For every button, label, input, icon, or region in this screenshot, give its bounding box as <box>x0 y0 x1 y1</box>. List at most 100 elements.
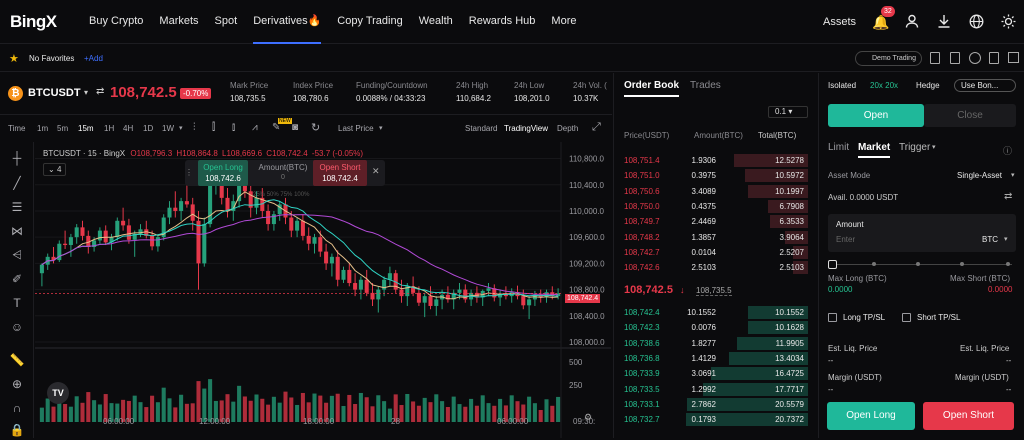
trendline-icon[interactable]: ╱ <box>13 176 21 190</box>
header-total[interactable]: Total(BTC) <box>758 131 797 140</box>
bid-row[interactable]: 108,732.7 0.1793 20.7372 <box>614 412 814 427</box>
amount-input[interactable]: Enter <box>836 235 856 244</box>
settings-icon[interactable] <box>969 52 981 64</box>
short-tpsl-label[interactable]: Short TP/SL <box>917 313 961 322</box>
tf-15m[interactable]: 15m <box>78 124 94 133</box>
bingx-logo[interactable]: BingX <box>10 12 57 31</box>
tf-5m[interactable]: 5m <box>57 124 69 133</box>
bid-row[interactable]: 108,738.6 1.8277 11.9905 <box>614 336 814 351</box>
bid-row[interactable]: 108,742.3 0.0076 10.1628 <box>614 320 814 335</box>
zoom-in-icon[interactable]: ⊕ <box>11 377 23 391</box>
margin-mode-select[interactable]: Isolated <box>828 81 857 90</box>
chevron-down-icon[interactable]: ▾ <box>379 125 383 132</box>
use-bonus-button[interactable]: Use Bon... <box>954 79 1016 92</box>
nav-markets[interactable]: Markets <box>159 15 199 27</box>
slider-handle[interactable] <box>828 260 837 269</box>
price-chart[interactable]: 110,800.0 110,400.0 110,000.0 109,600.0 109,… <box>35 142 611 438</box>
bid-row[interactable]: 108,733.5 1.2992 17.7717 <box>614 382 814 397</box>
chevron-down-icon[interactable]: ▾ <box>84 88 89 97</box>
ask-row[interactable]: 108,751.4 1.9306 12.5278 <box>614 153 814 168</box>
bid-row[interactable]: 108,733.1 2.7862 20.5579 <box>614 397 814 412</box>
calculator-icon[interactable] <box>950 52 960 64</box>
globe-icon[interactable] <box>968 14 984 30</box>
transfer-icon[interactable]: ⇄ <box>1004 191 1013 202</box>
tab-trades[interactable]: Trades <box>690 80 721 91</box>
ask-row[interactable]: 108,749.7 2.4469 6.3533 <box>614 214 814 229</box>
refresh-icon[interactable]: ↻ <box>311 122 321 134</box>
add-favorite-link[interactable]: +Add <box>84 54 103 63</box>
amount-slider[interactable] <box>828 260 1016 270</box>
magnet-icon[interactable]: ∩ <box>12 401 22 415</box>
view-tradingview[interactable]: TradingView <box>504 124 549 133</box>
ask-row[interactable]: 108,742.7 0.0104 2.5207 <box>614 245 814 260</box>
compare-icon[interactable]: ⩘ <box>252 122 258 133</box>
view-depth[interactable]: Depth <box>557 124 579 133</box>
leverage-select[interactable]: 20x 20x <box>870 81 899 90</box>
bid-row[interactable]: 108,736.8 1.4129 13.4034 <box>614 351 814 366</box>
order-type-market[interactable]: Market <box>858 142 891 158</box>
stat-funding[interactable]: Funding/Countdown 0.0088% / 04:33:23 <box>356 81 428 103</box>
horizontal-lines-icon[interactable]: ☰ <box>11 200 23 214</box>
text-icon[interactable]: T <box>13 296 21 310</box>
nav-rewards-hub[interactable]: Rewards Hub <box>468 15 536 27</box>
tf-4h[interactable]: 4H <box>123 124 134 133</box>
indicators-toggle[interactable]: ⌄ 4 <box>43 163 67 176</box>
orders-icon[interactable] <box>930 52 940 64</box>
star-icon[interactable]: ★ <box>9 53 19 65</box>
ask-row[interactable]: 108,751.0 0.3975 10.5972 <box>614 168 814 183</box>
chevron-down-icon[interactable]: ▾ <box>179 125 183 132</box>
bid-row[interactable]: 108,733.9 3.0691 16.4725 <box>614 366 814 381</box>
position-mode-select[interactable]: Hedge <box>916 81 940 90</box>
ask-row[interactable]: 108,742.6 2.5103 2.5103 <box>614 260 814 275</box>
ask-row[interactable]: 108,748.2 1.3857 3.9064 <box>614 230 814 245</box>
download-icon[interactable] <box>936 14 952 30</box>
switch-icon[interactable]: ⇄ <box>96 86 105 97</box>
bid-row[interactable]: 108,742.4 10.1552 10.1552 <box>614 305 814 320</box>
amount-percent-presets[interactable]: 25% 50% 75% 100% <box>253 192 310 198</box>
candlestick-chart-svg[interactable]: 110,800.0 110,400.0 110,000.0 109,600.0 109,… <box>35 142 611 438</box>
draw-icon[interactable]: ✎ <box>272 122 281 133</box>
nav-derivatives[interactable]: Derivatives🔥 <box>253 0 322 44</box>
nav-copy-trading[interactable]: Copy Trading <box>337 15 403 27</box>
tf-1d[interactable]: 1D <box>143 124 154 133</box>
tf-1m[interactable]: 1m <box>37 124 49 133</box>
chevron-down-icon[interactable]: ▾ <box>1011 172 1015 179</box>
theme-sun-icon[interactable] <box>1000 14 1016 30</box>
layout-icon[interactable] <box>1008 52 1019 63</box>
open-short-button[interactable]: Open Short <box>923 402 1014 430</box>
ask-row[interactable]: 108,750.6 3.4089 10.1997 <box>614 184 814 199</box>
order-type-limit[interactable]: Limit <box>828 142 850 153</box>
symbol-selector[interactable]: BTCUSDT <box>28 87 81 99</box>
candle-type-icon[interactable]: ⫿ <box>212 122 216 133</box>
open-long-button[interactable]: Open Long <box>827 402 915 430</box>
ask-row[interactable]: 108,750.0 0.4375 6.7908 <box>614 199 814 214</box>
emoji-icon[interactable]: ☺ <box>10 320 24 334</box>
fullscreen-icon[interactable]: ⤢ <box>592 121 601 133</box>
brush-icon[interactable]: ✐ <box>11 272 23 286</box>
amount-input-box[interactable]: Amount Enter BTC ▾ <box>828 214 1016 252</box>
quick-amount-field[interactable]: Amount(BTC) 0 <box>258 163 308 181</box>
long-tpsl-checkbox[interactable] <box>828 313 837 322</box>
asset-mode-select[interactable]: Single-Asset <box>957 171 1002 180</box>
user-icon[interactable] <box>904 14 920 30</box>
candle-style-icon[interactable]: ⫾ <box>232 122 236 133</box>
bell-icon[interactable]: 🔔 32 <box>872 6 895 30</box>
chart-settings-icon[interactable]: ⚙ <box>584 412 593 422</box>
nav-buy-crypto[interactable]: Buy Crypto <box>89 15 144 27</box>
tradingview-logo[interactable]: TV <box>47 382 69 404</box>
crosshair-icon[interactable]: ┼ <box>12 151 22 165</box>
drag-handle-icon[interactable]: ⋮ <box>185 168 193 177</box>
fibonacci-icon[interactable]: ⩤ <box>12 248 22 262</box>
assets-link[interactable]: Assets <box>822 16 856 28</box>
nav-wealth[interactable]: Wealth <box>418 15 453 27</box>
precision-select[interactable]: 0.1 ▾ <box>768 106 808 118</box>
ruler-icon[interactable]: 📏 <box>9 353 25 367</box>
demo-trading-button[interactable]: Demo Trading <box>855 51 922 66</box>
close-tab[interactable]: Close <box>924 104 1016 127</box>
indicator-icon[interactable]: ⫶ <box>193 122 196 133</box>
short-tpsl-checkbox[interactable] <box>902 313 911 322</box>
tf-time[interactable]: Time <box>8 124 26 133</box>
quick-open-long-button[interactable]: Open Long 108,742.6 <box>198 160 248 186</box>
info-icon[interactable]: ⓘ <box>1003 146 1013 156</box>
lock-icon[interactable]: 🔒 <box>9 423 25 437</box>
